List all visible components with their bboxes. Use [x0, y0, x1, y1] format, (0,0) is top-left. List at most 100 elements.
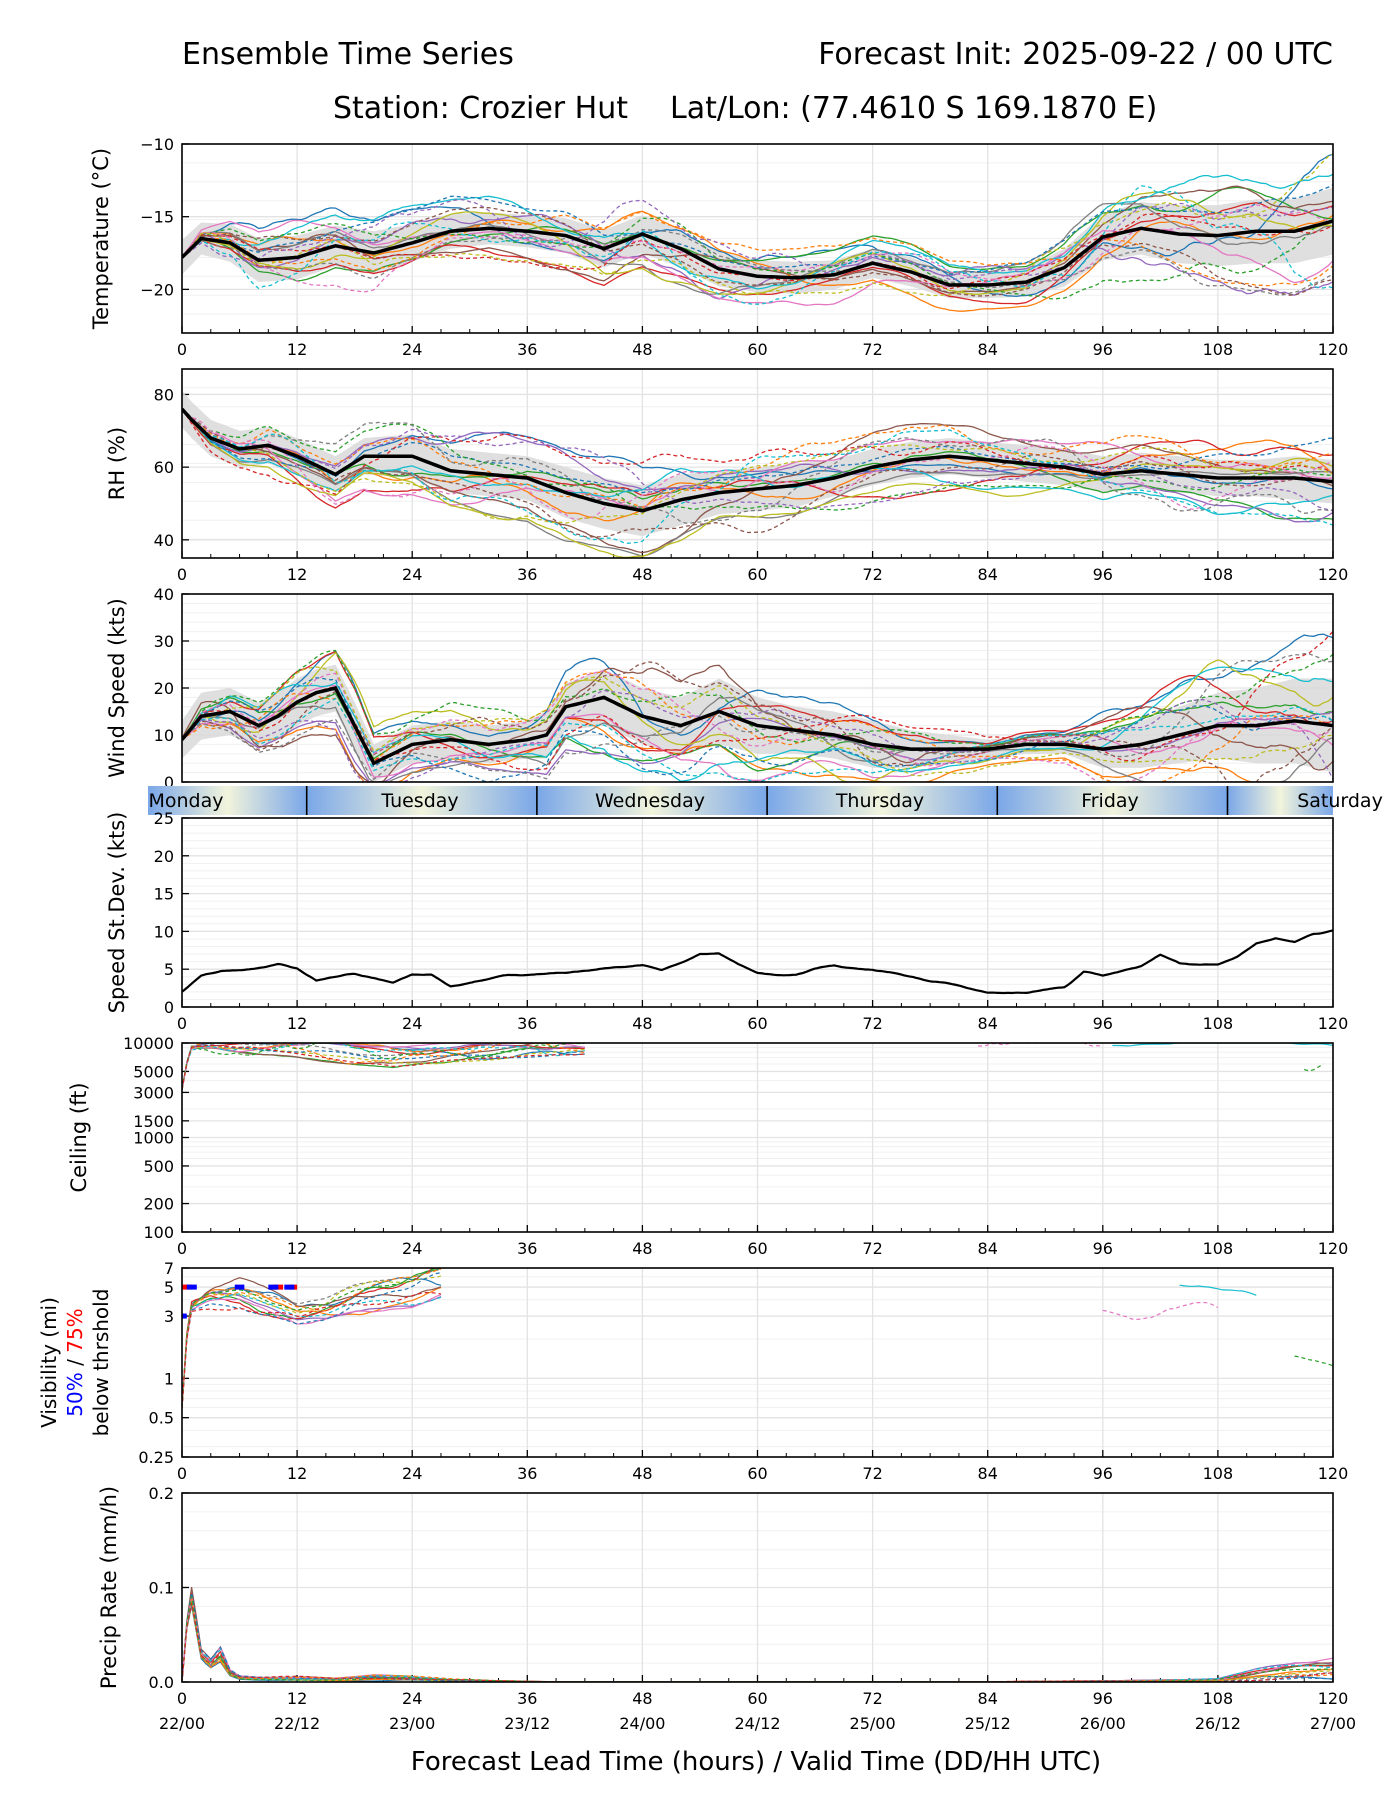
day-label-thursday: Thursday: [835, 790, 924, 812]
x-tick-label-ceil-84: 84: [978, 1239, 998, 1258]
x-tick-label-sd-60: 60: [747, 1014, 767, 1033]
member-line-ceil-8: [182, 1045, 585, 1090]
late-member-line-vis-1: [1179, 1284, 1257, 1296]
member-line-ceil-13: [182, 1044, 585, 1090]
x-tick-label-precip-36: 36: [517, 1689, 537, 1708]
y-tick-label-temp-0: −10: [140, 135, 174, 154]
ensemble-mean-line-rh: [182, 407, 1333, 513]
wind-speed-panel: 0 10 20 30 40 Wind Speed (kts): [105, 585, 1334, 792]
y-tick-label-rh-1: 60: [154, 458, 174, 477]
member-line-rh-16: [182, 408, 1333, 521]
x-tick-label-precip-96: 96: [1093, 1689, 1113, 1708]
x-tick-label-ceil-96: 96: [1093, 1239, 1113, 1258]
plot-frame-sd: [181, 817, 1334, 1008]
station-latlon: Lat/Lon: (77.4610 S 169.1870 E): [670, 91, 1157, 126]
valid-time-label-7: 25/12: [965, 1714, 1011, 1733]
x-tick-label-rh-24: 24: [402, 565, 422, 584]
plot-area-wind: [182, 631, 1333, 782]
y-tick-label-wind-4: 40: [154, 585, 174, 604]
x-tick-label-sd-24: 24: [402, 1014, 422, 1033]
x-tick-label-ceil-120: 120: [1318, 1239, 1349, 1258]
member-line-ceil-2: [182, 1046, 585, 1091]
y-tick-label-rh-2: 80: [154, 385, 174, 404]
plot-frame-precip: [181, 1492, 1334, 1683]
member-line-vis-2: [182, 1268, 442, 1408]
ensemble-mean-line-wind: [182, 685, 1333, 766]
y-axis-label-sd: Speed St.Dev. (kts): [105, 812, 129, 1014]
member-line-temp-15: [182, 206, 1333, 297]
x-tick-label-sd-48: 48: [632, 1014, 652, 1033]
y-tick-label-wind-0: 0: [164, 773, 174, 792]
y-tick-label-precip-0: 0.0: [149, 1673, 174, 1692]
x-tick-label-sd-120: 120: [1318, 1014, 1349, 1033]
member-line-temp-4: [182, 213, 1333, 300]
x-tick-label-precip-108: 108: [1203, 1689, 1234, 1708]
plot-area-rh: [182, 390, 1333, 558]
x-tick-label-ceil-36: 36: [517, 1239, 537, 1258]
member-line-ceil-6: [182, 1043, 585, 1091]
title-left: Ensemble Time Series: [182, 37, 514, 72]
plot-area-sd: [182, 929, 1333, 995]
y-tick-label-sd-5: 25: [154, 809, 174, 828]
precip-rate-panel: 0.0 0.1 0.2 0 12 24 36 48 60 72 84 96 108 120 Precip R…: [97, 1484, 1348, 1708]
x-tick-label-temp-48: 48: [632, 340, 652, 359]
x-tick-label-rh-72: 72: [862, 565, 882, 584]
day-label-monday: Monday: [148, 790, 223, 812]
x-tick-label-ceil-72: 72: [862, 1239, 882, 1258]
member-line-ceil-11: [182, 1043, 585, 1090]
member-line-rh-15: [182, 407, 1333, 538]
member-line-temp-14: [182, 198, 1333, 281]
x-tick-label-rh-48: 48: [632, 565, 652, 584]
late-member-line-ceil-1: [1112, 1043, 1333, 1047]
day-label-saturday: Saturday: [1297, 790, 1383, 812]
vis-legend-below: below thrshold: [89, 1289, 113, 1437]
x-tick-label-rh-96: 96: [1093, 565, 1113, 584]
member-line-rh-13: [182, 409, 1333, 496]
member-line-wind-7: [182, 696, 1333, 782]
member-line-vis-13: [182, 1291, 442, 1409]
x-tick-label-rh-120: 120: [1318, 565, 1349, 584]
member-line-rh-11: [182, 408, 1333, 508]
y-axis-label-vis: Visibility (mi): [37, 1297, 61, 1428]
valid-time-label-0: 22/00: [159, 1714, 205, 1733]
y-tick-label-vis-2: 1: [164, 1369, 174, 1388]
x-tick-label-sd-36: 36: [517, 1014, 537, 1033]
y-axis-label-temp: Temperature (°C): [89, 148, 113, 330]
valid-time-label-1: 22/12: [274, 1714, 320, 1733]
y-tick-label-temp-1: −15: [140, 208, 174, 227]
x-tick-label-ceil-24: 24: [402, 1239, 422, 1258]
vis-legend-sep: /: [63, 1353, 87, 1372]
y-axis-label-wind: Wind Speed (kts): [105, 598, 129, 778]
vis-threshold-legend: 50% / 75%: [63, 1308, 87, 1416]
valid-time-label-6: 25/00: [850, 1714, 896, 1733]
day-segment-5: [1227, 786, 1333, 815]
member-line-wind-17: [182, 652, 1333, 781]
day-segment-0: [148, 786, 307, 815]
member-line-rh-2: [182, 408, 1333, 520]
member-line-ceil-3: [182, 1043, 585, 1090]
station-name: Station: Crozier Hut: [333, 91, 628, 126]
member-line-vis-5: [182, 1277, 442, 1408]
plot-frame-wind: [181, 593, 1334, 783]
x-tick-label-rh-108: 108: [1203, 565, 1234, 584]
member-line-temp-9: [182, 173, 1333, 290]
member-line-temp-2: [182, 186, 1333, 282]
x-tick-label-vis-0: 0: [177, 1464, 187, 1483]
y-tick-label-ceil-7: 10000: [123, 1034, 174, 1053]
late-member-line-vis-2: [1294, 1355, 1333, 1367]
vis-legend-50: 50%: [63, 1372, 87, 1416]
member-line-wind-10: [182, 677, 1333, 782]
day-of-week-bar: Monday Tuesday Wednesday Thursday Friday Satu…: [148, 786, 1383, 815]
member-line-temp-16: [182, 204, 1333, 293]
valid-time-label-10: 27/00: [1310, 1714, 1356, 1733]
x-tick-label-rh-36: 36: [517, 565, 537, 584]
member-line-wind-12: [182, 649, 1333, 746]
y-axis-label-ceil: Ceiling (ft): [67, 1082, 91, 1192]
member-line-wind-15: [182, 661, 1333, 782]
member-line-rh-12: [182, 407, 1333, 511]
temperature-panel: −10 −15 −20 0 12 24 36 48 60 72 84 96 108 120 Temperat…: [89, 135, 1348, 359]
x-tick-label-temp-96: 96: [1093, 340, 1113, 359]
x-tick-label-rh-12: 12: [287, 565, 307, 584]
member-line-rh-0: [182, 408, 1333, 490]
x-tick-label-rh-0: 0: [177, 565, 187, 584]
